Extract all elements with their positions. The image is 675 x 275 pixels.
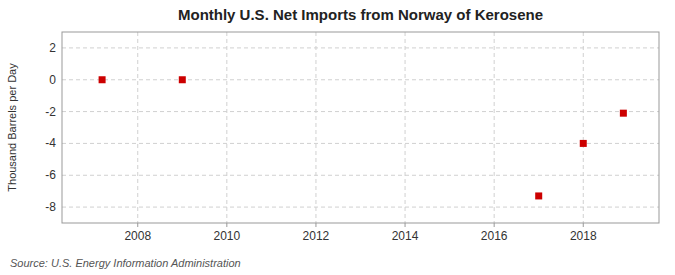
x-tick-label: 2012 [303, 229, 330, 243]
y-axis: -8 -6 -4 -2 0 2 [45, 41, 56, 214]
x-tick [405, 223, 406, 227]
y-tick-label: -6 [45, 168, 56, 182]
y-tick-label: -8 [45, 200, 56, 214]
x-grid-line [494, 32, 495, 223]
x-tick-label: 2014 [392, 229, 419, 243]
y-grid-line [62, 111, 659, 112]
x-tick [137, 223, 138, 227]
y-grid-line [62, 47, 659, 48]
source-note: Source: U.S. Energy Information Administ… [10, 257, 241, 269]
y-axis-label: Thousand Barrels per Day [6, 63, 18, 192]
y-grid-line [62, 143, 659, 144]
y-grid-line [62, 207, 659, 208]
x-tick-label: 2016 [481, 229, 508, 243]
y-tick-label: -4 [45, 136, 56, 150]
data-point [535, 192, 542, 199]
grid [62, 32, 659, 223]
plot-frame [62, 32, 659, 223]
data-points [99, 76, 627, 199]
x-grid-line [226, 32, 227, 223]
x-tick [315, 223, 316, 227]
x-tick-label: 2008 [124, 229, 151, 243]
data-point [99, 76, 106, 83]
x-tick-label: 2010 [213, 229, 240, 243]
x-tick [494, 223, 495, 227]
x-tick [583, 223, 584, 227]
y-tick-label: 0 [49, 73, 56, 87]
chart-svg: 2008 2010 2012 2014 2016 2018 -8 -6 -4 -2 0 2 Thousa… [0, 0, 675, 275]
x-grid-line [405, 32, 406, 223]
x-tick [226, 223, 227, 227]
x-grid-line [315, 32, 316, 223]
chart-title: Monthly U.S. Net Imports from Norway of … [178, 6, 543, 23]
y-grid-line [62, 79, 659, 80]
plot-background [62, 32, 659, 223]
x-grid-line [583, 32, 584, 223]
y-tick-label: 2 [49, 41, 56, 55]
x-axis: 2008 2010 2012 2014 2016 2018 [124, 223, 597, 243]
data-point [580, 140, 587, 147]
y-tick-label: -2 [45, 105, 56, 119]
data-point [179, 76, 186, 83]
x-grid-line [137, 32, 138, 223]
data-point [620, 110, 627, 117]
chart-container: 2008 2010 2012 2014 2016 2018 -8 -6 -4 -2 0 2 Thousa… [0, 0, 675, 275]
y-grid-line [62, 175, 659, 176]
x-tick-label: 2018 [570, 229, 597, 243]
